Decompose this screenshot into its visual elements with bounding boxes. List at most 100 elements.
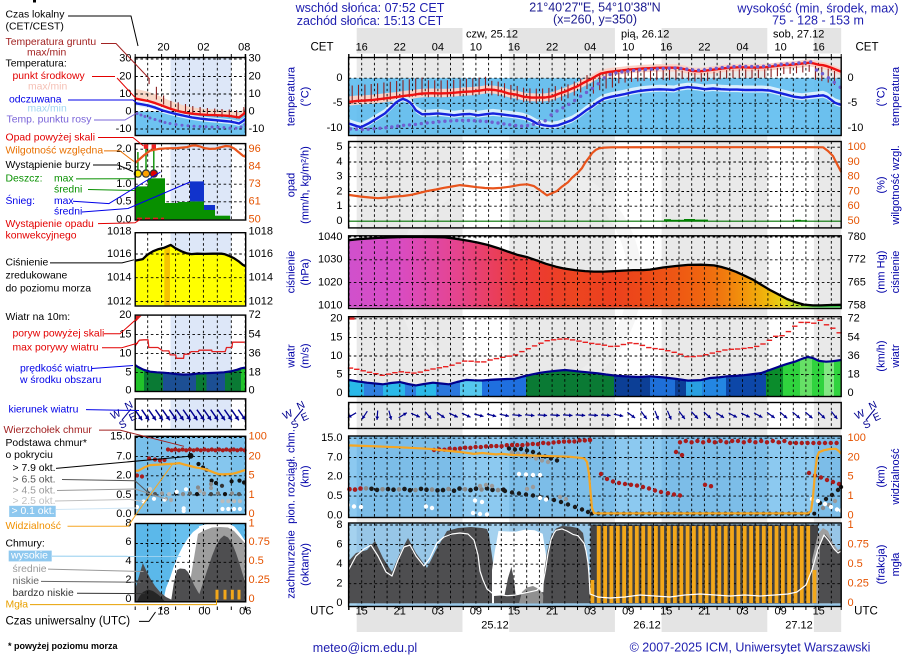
svg-text:max/min: max/min	[28, 103, 67, 114]
svg-text:zredukowane: zredukowane	[6, 271, 68, 282]
svg-text:6: 6	[125, 536, 131, 548]
svg-text:1040: 1040	[318, 231, 342, 243]
svg-text:21°40'27"E, 54°10'38"N: 21°40'27"E, 54°10'38"N	[529, 0, 660, 14]
svg-text:16: 16	[508, 41, 520, 53]
svg-text:0.75: 0.75	[848, 539, 869, 551]
svg-text:Podstawa chmur*: Podstawa chmur*	[6, 438, 87, 449]
svg-text:96: 96	[249, 143, 261, 155]
svg-text:W: W	[281, 407, 295, 422]
svg-text:0.25: 0.25	[249, 574, 270, 586]
svg-text:0.5: 0.5	[249, 555, 264, 567]
svg-text:wiatr: wiatr	[285, 344, 297, 369]
svg-text:22: 22	[546, 41, 558, 53]
svg-text:1012: 1012	[107, 295, 131, 307]
svg-text:0: 0	[125, 384, 131, 396]
svg-text:0.5: 0.5	[848, 558, 863, 570]
svg-text:-10: -10	[116, 123, 132, 135]
svg-text:(oktanty): (oktanty)	[299, 543, 311, 586]
svg-text:średni: średni	[54, 184, 82, 195]
svg-text:> 6.5 okt.: > 6.5 okt.	[13, 474, 56, 485]
svg-text:punkt środkowy: punkt środkowy	[13, 71, 86, 82]
svg-text:max/min: max/min	[28, 81, 67, 92]
svg-text:Wilgotność względna: Wilgotność względna	[6, 146, 104, 157]
svg-text:Wierzchołek chmur: Wierzchołek chmur	[4, 425, 93, 436]
svg-text:E: E	[871, 410, 882, 424]
svg-text:opad: opad	[285, 173, 297, 197]
svg-text:W: W	[109, 407, 123, 422]
svg-text:mgła: mgła	[890, 552, 902, 577]
svg-text:1.0: 1.0	[116, 178, 131, 190]
svg-text:61: 61	[249, 196, 261, 208]
svg-text:15.0: 15.0	[110, 431, 131, 443]
svg-text:(°C): (°C)	[299, 87, 311, 107]
svg-text:3: 3	[336, 171, 342, 183]
svg-text:0: 0	[848, 387, 854, 399]
svg-text:15: 15	[813, 605, 825, 617]
svg-text:15: 15	[660, 605, 672, 617]
svg-text:21: 21	[394, 605, 406, 617]
svg-text:meteo@icm.edu.pl: meteo@icm.edu.pl	[313, 641, 417, 655]
svg-text:73: 73	[249, 178, 261, 190]
svg-text:1030: 1030	[318, 254, 342, 266]
svg-text:15: 15	[330, 331, 342, 343]
svg-text:1012: 1012	[249, 295, 273, 307]
svg-text:prędkość wiatru: prędkość wiatru	[20, 363, 93, 374]
svg-text:0.25: 0.25	[848, 578, 869, 590]
svg-text:0: 0	[848, 597, 854, 609]
svg-text:N: N	[123, 399, 135, 413]
svg-text:bardzo niskie: bardzo niskie	[13, 588, 74, 599]
svg-text:0: 0	[336, 387, 342, 399]
svg-text:Mgła: Mgła	[6, 600, 29, 611]
svg-text:Czas uniwersalny (UTC): Czas uniwersalny (UTC)	[6, 615, 131, 627]
svg-text:780: 780	[848, 231, 866, 243]
svg-text:wiatr: wiatr	[890, 344, 902, 369]
svg-text:kierunek wiatru: kierunek wiatru	[9, 404, 79, 415]
svg-text:100: 100	[848, 432, 866, 444]
svg-text:15.0: 15.0	[321, 432, 342, 444]
svg-text:W: W	[853, 407, 867, 422]
svg-text:zachmurzenie: zachmurzenie	[285, 530, 297, 598]
svg-text:Czas lokalny: Czas lokalny	[6, 9, 66, 20]
svg-text:04: 04	[736, 41, 748, 53]
svg-text:1014: 1014	[107, 272, 131, 284]
svg-text:2.0: 2.0	[116, 143, 131, 155]
svg-text:765: 765	[848, 277, 866, 289]
svg-text:wysokie: wysokie	[10, 551, 48, 562]
svg-text:06: 06	[239, 605, 251, 617]
svg-text:7.0: 7.0	[327, 451, 342, 463]
svg-text:wilgotność wzgl.: wilgotność wzgl.	[890, 145, 902, 225]
svg-text:10: 10	[119, 347, 131, 359]
svg-text:04: 04	[584, 41, 596, 53]
svg-text:Chmury:: Chmury:	[6, 538, 45, 549]
svg-text:UTC: UTC	[310, 606, 334, 618]
svg-text:0: 0	[336, 72, 342, 84]
svg-text:21: 21	[698, 605, 710, 617]
svg-text:758: 758	[848, 299, 866, 311]
svg-text:772: 772	[848, 254, 866, 266]
svg-text:1014: 1014	[249, 272, 273, 284]
svg-text:22: 22	[394, 41, 406, 53]
svg-text:średnie: średnie	[13, 564, 47, 575]
svg-text:0: 0	[848, 509, 854, 521]
svg-text:0: 0	[249, 593, 255, 605]
svg-text:max porywy wiatru: max porywy wiatru	[13, 342, 99, 353]
svg-text:0.0: 0.0	[116, 213, 131, 225]
svg-text:20: 20	[330, 313, 342, 325]
svg-text:Temp. punktu rosy: Temp. punktu rosy	[7, 115, 93, 126]
svg-text:temperatura: temperatura	[890, 66, 902, 126]
svg-text:(m/s): (m/s)	[299, 343, 311, 368]
svg-text:(°C): (°C)	[875, 87, 887, 107]
svg-text:Śnieg:: Śnieg:	[6, 194, 35, 207]
svg-text:04: 04	[432, 41, 444, 53]
svg-text:15: 15	[119, 328, 131, 340]
svg-text:max: max	[54, 174, 74, 185]
svg-text:0: 0	[125, 105, 131, 117]
svg-text:o pokryciu: o pokryciu	[6, 450, 54, 461]
svg-text:pią, 26.12: pią, 26.12	[621, 28, 669, 40]
svg-text:temperatura: temperatura	[285, 66, 297, 126]
svg-text:16: 16	[813, 41, 825, 53]
svg-text:1010: 1010	[318, 299, 342, 311]
svg-text:S: S	[117, 418, 128, 432]
svg-text:widzialność: widzialność	[890, 448, 902, 506]
svg-text:03: 03	[736, 605, 748, 617]
